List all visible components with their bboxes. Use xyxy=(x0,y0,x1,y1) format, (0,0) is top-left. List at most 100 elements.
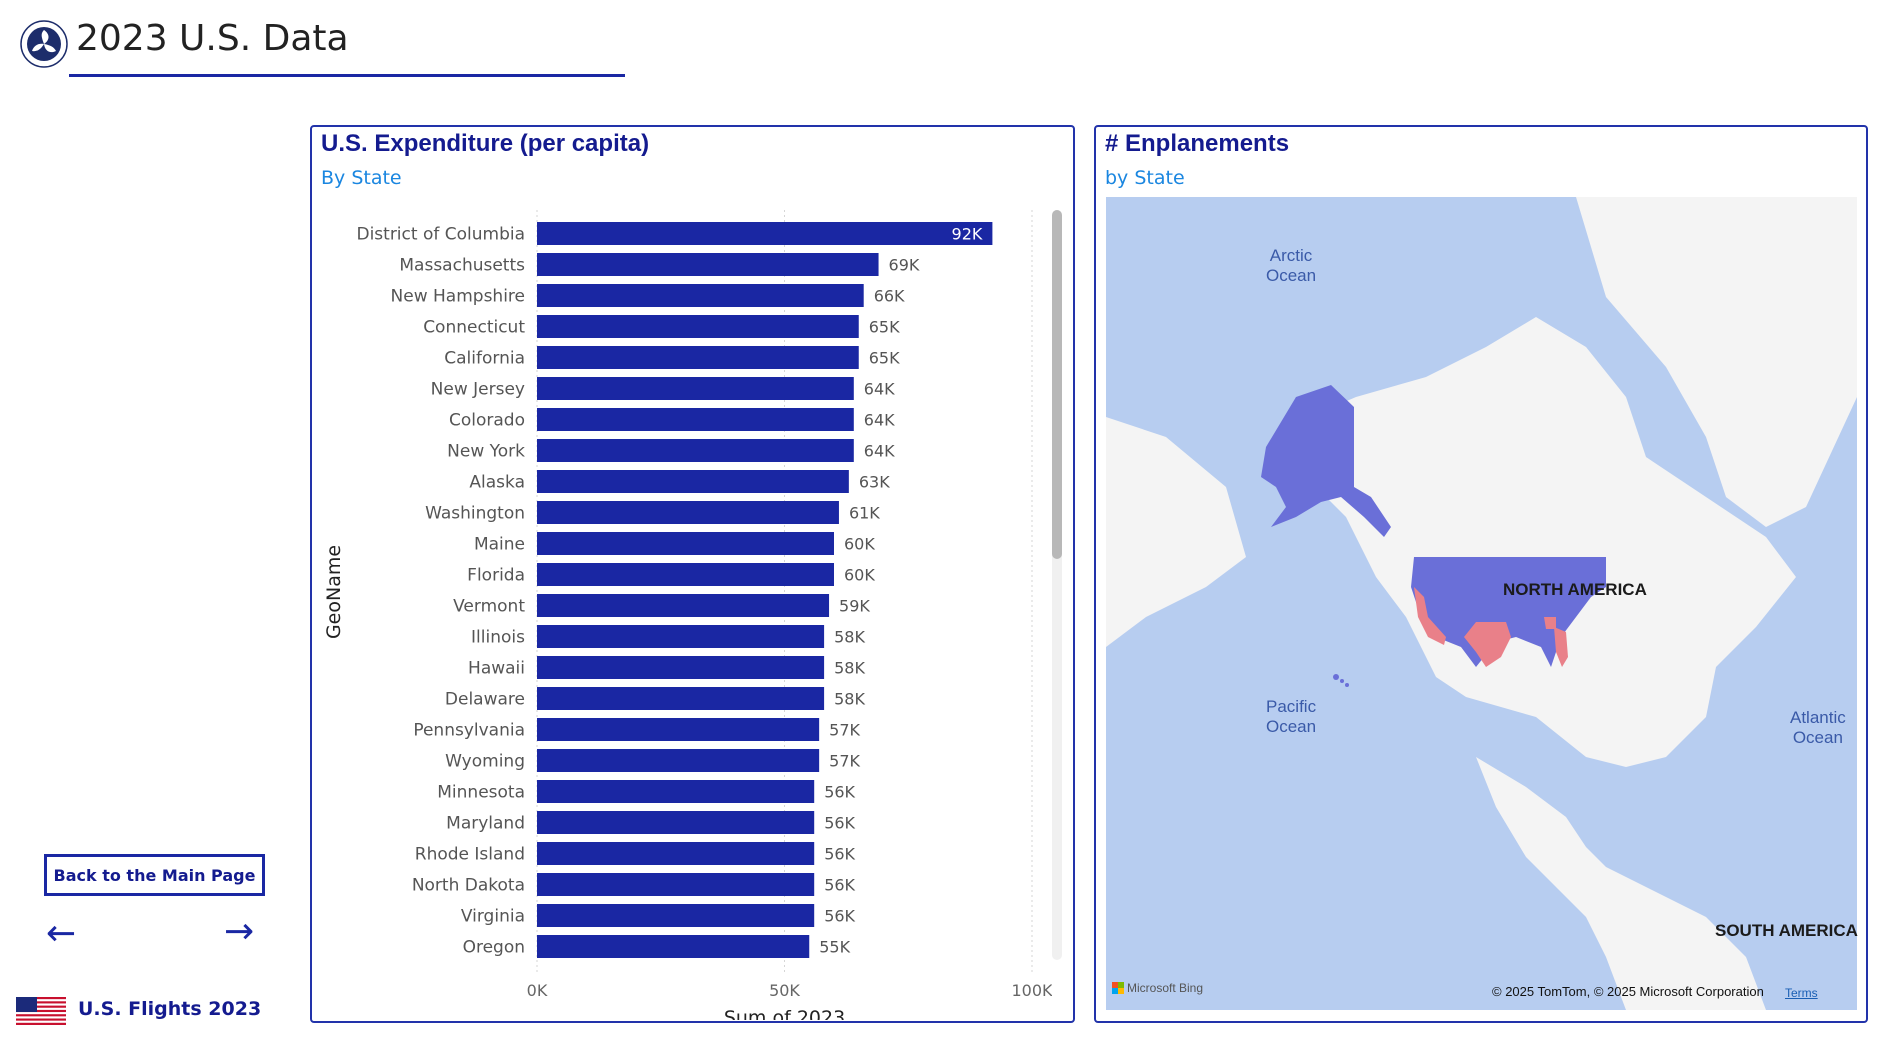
bar-value-label: 64K xyxy=(864,442,895,461)
bar-value-label: 55K xyxy=(819,938,850,957)
bar-value-label: 59K xyxy=(839,597,870,616)
category-label: Virginia xyxy=(461,907,525,927)
x-axis-label: Sum of 2023 xyxy=(724,1007,845,1020)
category-label: New York xyxy=(447,442,525,462)
category-label: Colorado xyxy=(449,411,525,431)
bar-value-label: 60K xyxy=(844,535,875,554)
us-flag-icon xyxy=(16,997,66,1025)
bar[interactable] xyxy=(537,749,820,772)
enplanements-map[interactable] xyxy=(1106,197,1857,1010)
bar[interactable] xyxy=(537,873,815,896)
bar-value-label: 66K xyxy=(874,287,905,306)
bar[interactable] xyxy=(537,222,993,245)
bar[interactable] xyxy=(537,377,854,400)
category-label: California xyxy=(444,349,525,369)
back-to-main-page-button[interactable]: Back to the Main Page xyxy=(44,854,265,896)
pacific-ocean-label: Pacific Ocean xyxy=(1266,697,1317,736)
arctic-ocean-label: Arctic Ocean xyxy=(1266,246,1317,285)
bar-value-label: 56K xyxy=(824,907,855,926)
bar[interactable] xyxy=(537,284,864,307)
bar[interactable] xyxy=(537,594,830,617)
category-label: Wyoming xyxy=(445,752,525,772)
bar-value-label: 92K xyxy=(952,225,983,244)
x-tick-label: 0K xyxy=(527,981,548,1000)
dot-seal-logo-icon xyxy=(20,20,68,68)
category-label: Maine xyxy=(474,535,525,555)
bar[interactable] xyxy=(537,501,839,524)
bar[interactable] xyxy=(537,842,815,865)
bar[interactable] xyxy=(537,687,825,710)
bar-value-label: 58K xyxy=(834,628,865,647)
bar-value-label: 65K xyxy=(869,349,900,368)
map-copyright: © 2025 TomTom, © 2025 Microsoft Corporat… xyxy=(1492,984,1764,999)
bar[interactable] xyxy=(537,563,834,586)
bar-value-label: 58K xyxy=(834,659,865,678)
south-america-label: SOUTH AMERICA xyxy=(1715,921,1858,940)
category-label: Connecticut xyxy=(423,318,525,338)
north-america-label: NORTH AMERICA xyxy=(1503,580,1647,599)
bar-value-label: 61K xyxy=(849,504,880,523)
bar[interactable] xyxy=(537,718,820,741)
texas-region xyxy=(1464,622,1511,667)
category-label: Florida xyxy=(467,566,525,586)
bar-value-label: 69K xyxy=(889,256,920,275)
expenditure-title: U.S. Expenditure (per capita) xyxy=(321,130,650,157)
category-label: Rhode Island xyxy=(415,845,525,865)
bar[interactable] xyxy=(537,315,859,338)
bar[interactable] xyxy=(537,904,815,927)
x-tick-label: 50K xyxy=(769,981,800,1000)
arrow-left-icon[interactable]: ← xyxy=(46,913,77,954)
category-label: Massachusetts xyxy=(399,256,525,276)
north-america-landmass xyxy=(1286,317,1796,767)
microsoft-logo-icon xyxy=(1112,982,1124,994)
bar[interactable] xyxy=(537,780,815,803)
chart-scrollbar-track[interactable] xyxy=(1052,210,1062,960)
bar[interactable] xyxy=(537,532,834,555)
bar-value-label: 65K xyxy=(869,318,900,337)
bing-attribution: Microsoft Bing xyxy=(1112,981,1203,995)
central-america-landmass xyxy=(1476,757,1766,1010)
bar[interactable] xyxy=(537,346,859,369)
bar-value-label: 56K xyxy=(824,783,855,802)
map-terms-link[interactable]: Terms xyxy=(1785,986,1818,1000)
enplanements-title: # Enplanements xyxy=(1105,130,1290,157)
bar-value-label: 58K xyxy=(834,690,865,709)
enplanements-subtitle: by State xyxy=(1105,167,1185,189)
alaska-region xyxy=(1261,385,1391,537)
chart-bars xyxy=(537,222,993,958)
category-label: North Dakota xyxy=(412,876,525,896)
category-label: Delaware xyxy=(445,690,525,710)
hawaii-region xyxy=(1333,674,1339,680)
category-label: Minnesota xyxy=(437,783,525,803)
title-underline xyxy=(69,74,625,77)
bar[interactable] xyxy=(537,253,879,276)
category-label: Pennsylvania xyxy=(413,721,525,741)
category-label: District of Columbia xyxy=(356,225,525,245)
bar[interactable] xyxy=(537,811,815,834)
bar[interactable] xyxy=(537,656,825,679)
footer-label: U.S. Flights 2023 xyxy=(78,998,262,1020)
bar-value-label: 57K xyxy=(829,752,860,771)
california-region xyxy=(1414,587,1446,645)
bing-attribution-text: Microsoft Bing xyxy=(1127,981,1204,995)
chart-scrollbar-thumb[interactable] xyxy=(1052,210,1062,559)
bar[interactable] xyxy=(537,408,854,431)
bar-value-label: 64K xyxy=(864,380,895,399)
map-canvas[interactable] xyxy=(1106,197,1857,1010)
category-label: Alaska xyxy=(469,473,525,493)
bar-value-label: 56K xyxy=(824,845,855,864)
bar-value-label: 56K xyxy=(824,876,855,895)
category-label: New Hampshire xyxy=(391,287,525,307)
bar[interactable] xyxy=(537,439,854,462)
atlantic-ocean-label: Atlantic Ocean xyxy=(1790,708,1846,747)
asia-landmass xyxy=(1106,417,1246,647)
bar[interactable] xyxy=(537,935,810,958)
category-label: Washington xyxy=(425,504,525,524)
bar[interactable] xyxy=(537,470,849,493)
category-label: Illinois xyxy=(471,628,525,648)
page-title: 2023 U.S. Data xyxy=(76,18,349,59)
arrow-right-icon[interactable]: → xyxy=(224,911,255,952)
bar[interactable] xyxy=(537,625,825,648)
florida-region xyxy=(1554,627,1568,667)
bar-value-label: 56K xyxy=(824,814,855,833)
